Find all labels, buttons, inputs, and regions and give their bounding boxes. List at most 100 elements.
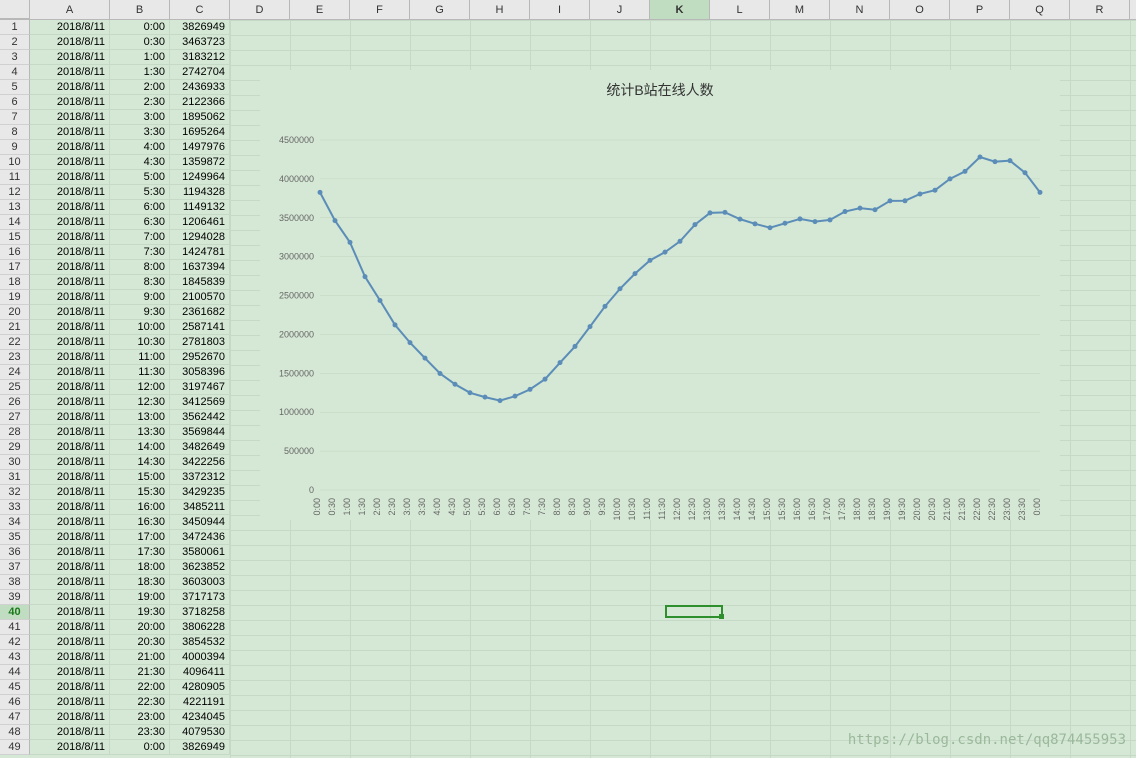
cell-time[interactable]: 1:30 <box>110 65 170 80</box>
cell-date[interactable]: 2018/8/11 <box>30 320 110 335</box>
row-header[interactable]: 22 <box>0 335 30 350</box>
row-header[interactable]: 1 <box>0 20 30 35</box>
col-header-J[interactable]: J <box>590 0 650 19</box>
cell-date[interactable]: 2018/8/11 <box>30 560 110 575</box>
cell-value[interactable]: 3580061 <box>170 545 230 560</box>
cell-value[interactable]: 3826949 <box>170 740 230 755</box>
row-header[interactable]: 30 <box>0 455 30 470</box>
cell-date[interactable]: 2018/8/11 <box>30 530 110 545</box>
cell-time[interactable]: 19:00 <box>110 590 170 605</box>
row-header[interactable]: 4 <box>0 65 30 80</box>
cell-time[interactable]: 12:00 <box>110 380 170 395</box>
row-header[interactable]: 41 <box>0 620 30 635</box>
cell-date[interactable]: 2018/8/11 <box>30 335 110 350</box>
row-header[interactable]: 20 <box>0 305 30 320</box>
cell-time[interactable]: 6:30 <box>110 215 170 230</box>
cell-time[interactable]: 3:00 <box>110 110 170 125</box>
cell-time[interactable]: 6:00 <box>110 200 170 215</box>
cell-value[interactable]: 2436933 <box>170 80 230 95</box>
cell-value[interactable]: 3429235 <box>170 485 230 500</box>
col-header-F[interactable]: F <box>350 0 410 19</box>
cell-time[interactable]: 12:30 <box>110 395 170 410</box>
row-header[interactable]: 28 <box>0 425 30 440</box>
cell-value[interactable]: 3826949 <box>170 20 230 35</box>
cell-value[interactable]: 1497976 <box>170 140 230 155</box>
cell-time[interactable]: 20:00 <box>110 620 170 635</box>
cell-value[interactable]: 3485211 <box>170 500 230 515</box>
cell-time[interactable]: 4:00 <box>110 140 170 155</box>
cell-value[interactable]: 3806228 <box>170 620 230 635</box>
cell-value[interactable]: 4221191 <box>170 695 230 710</box>
cell-time[interactable]: 3:30 <box>110 125 170 140</box>
row-header[interactable]: 46 <box>0 695 30 710</box>
cell-date[interactable]: 2018/8/11 <box>30 500 110 515</box>
row-header[interactable]: 27 <box>0 410 30 425</box>
cell-date[interactable]: 2018/8/11 <box>30 380 110 395</box>
cell-date[interactable]: 2018/8/11 <box>30 455 110 470</box>
cell-value[interactable]: 1637394 <box>170 260 230 275</box>
cell-value[interactable]: 1895062 <box>170 110 230 125</box>
cell-time[interactable]: 9:00 <box>110 290 170 305</box>
cell-time[interactable]: 10:00 <box>110 320 170 335</box>
cell-value[interactable]: 2122366 <box>170 95 230 110</box>
row-header[interactable]: 3 <box>0 50 30 65</box>
row-header[interactable]: 40 <box>0 605 30 620</box>
cell-value[interactable]: 4234045 <box>170 710 230 725</box>
row-header[interactable]: 2 <box>0 35 30 50</box>
cell-time[interactable]: 18:30 <box>110 575 170 590</box>
cell-date[interactable]: 2018/8/11 <box>30 20 110 35</box>
cell-time[interactable]: 7:30 <box>110 245 170 260</box>
row-header[interactable]: 21 <box>0 320 30 335</box>
col-header-C[interactable]: C <box>170 0 230 19</box>
row-header[interactable]: 39 <box>0 590 30 605</box>
cell-value[interactable]: 3058396 <box>170 365 230 380</box>
cell-time[interactable]: 20:30 <box>110 635 170 650</box>
cell-date[interactable]: 2018/8/11 <box>30 710 110 725</box>
cell-date[interactable]: 2018/8/11 <box>30 635 110 650</box>
cell-date[interactable]: 2018/8/11 <box>30 215 110 230</box>
row-header[interactable]: 33 <box>0 500 30 515</box>
cell-value[interactable]: 1149132 <box>170 200 230 215</box>
chart[interactable]: 统计B站在线人数 0500000100000015000002000000250… <box>260 70 1060 520</box>
cell-time[interactable]: 16:30 <box>110 515 170 530</box>
cell-time[interactable]: 0:30 <box>110 35 170 50</box>
cell-time[interactable]: 5:00 <box>110 170 170 185</box>
cell-date[interactable]: 2018/8/11 <box>30 695 110 710</box>
cell-time[interactable]: 15:30 <box>110 485 170 500</box>
cell-time[interactable]: 5:30 <box>110 185 170 200</box>
cell-value[interactable]: 3463723 <box>170 35 230 50</box>
cell-value[interactable]: 1194328 <box>170 185 230 200</box>
cell-time[interactable]: 2:00 <box>110 80 170 95</box>
cell-value[interactable]: 3422256 <box>170 455 230 470</box>
cell-date[interactable]: 2018/8/11 <box>30 185 110 200</box>
cell-date[interactable]: 2018/8/11 <box>30 365 110 380</box>
row-header[interactable]: 18 <box>0 275 30 290</box>
row-header[interactable]: 19 <box>0 290 30 305</box>
col-header-B[interactable]: B <box>110 0 170 19</box>
cell-value[interactable]: 3183212 <box>170 50 230 65</box>
cell-date[interactable]: 2018/8/11 <box>30 665 110 680</box>
cell-time[interactable]: 2:30 <box>110 95 170 110</box>
cell-time[interactable]: 7:00 <box>110 230 170 245</box>
row-header[interactable]: 24 <box>0 365 30 380</box>
col-header-D[interactable]: D <box>230 0 290 19</box>
row-header[interactable]: 31 <box>0 470 30 485</box>
cell-value[interactable]: 1206461 <box>170 215 230 230</box>
cell-date[interactable]: 2018/8/11 <box>30 395 110 410</box>
cell-value[interactable]: 3372312 <box>170 470 230 485</box>
cell-value[interactable]: 1845839 <box>170 275 230 290</box>
col-header-P[interactable]: P <box>950 0 1010 19</box>
cell-time[interactable]: 14:30 <box>110 455 170 470</box>
row-header[interactable]: 32 <box>0 485 30 500</box>
cell-time[interactable]: 11:30 <box>110 365 170 380</box>
col-header-N[interactable]: N <box>830 0 890 19</box>
col-header-K[interactable]: K <box>650 0 710 19</box>
cell-date[interactable]: 2018/8/11 <box>30 740 110 755</box>
row-header[interactable]: 9 <box>0 140 30 155</box>
cell-time[interactable]: 0:00 <box>110 740 170 755</box>
row-header[interactable]: 5 <box>0 80 30 95</box>
cell-date[interactable]: 2018/8/11 <box>30 305 110 320</box>
row-header[interactable]: 7 <box>0 110 30 125</box>
row-header[interactable]: 48 <box>0 725 30 740</box>
cell-time[interactable]: 14:00 <box>110 440 170 455</box>
